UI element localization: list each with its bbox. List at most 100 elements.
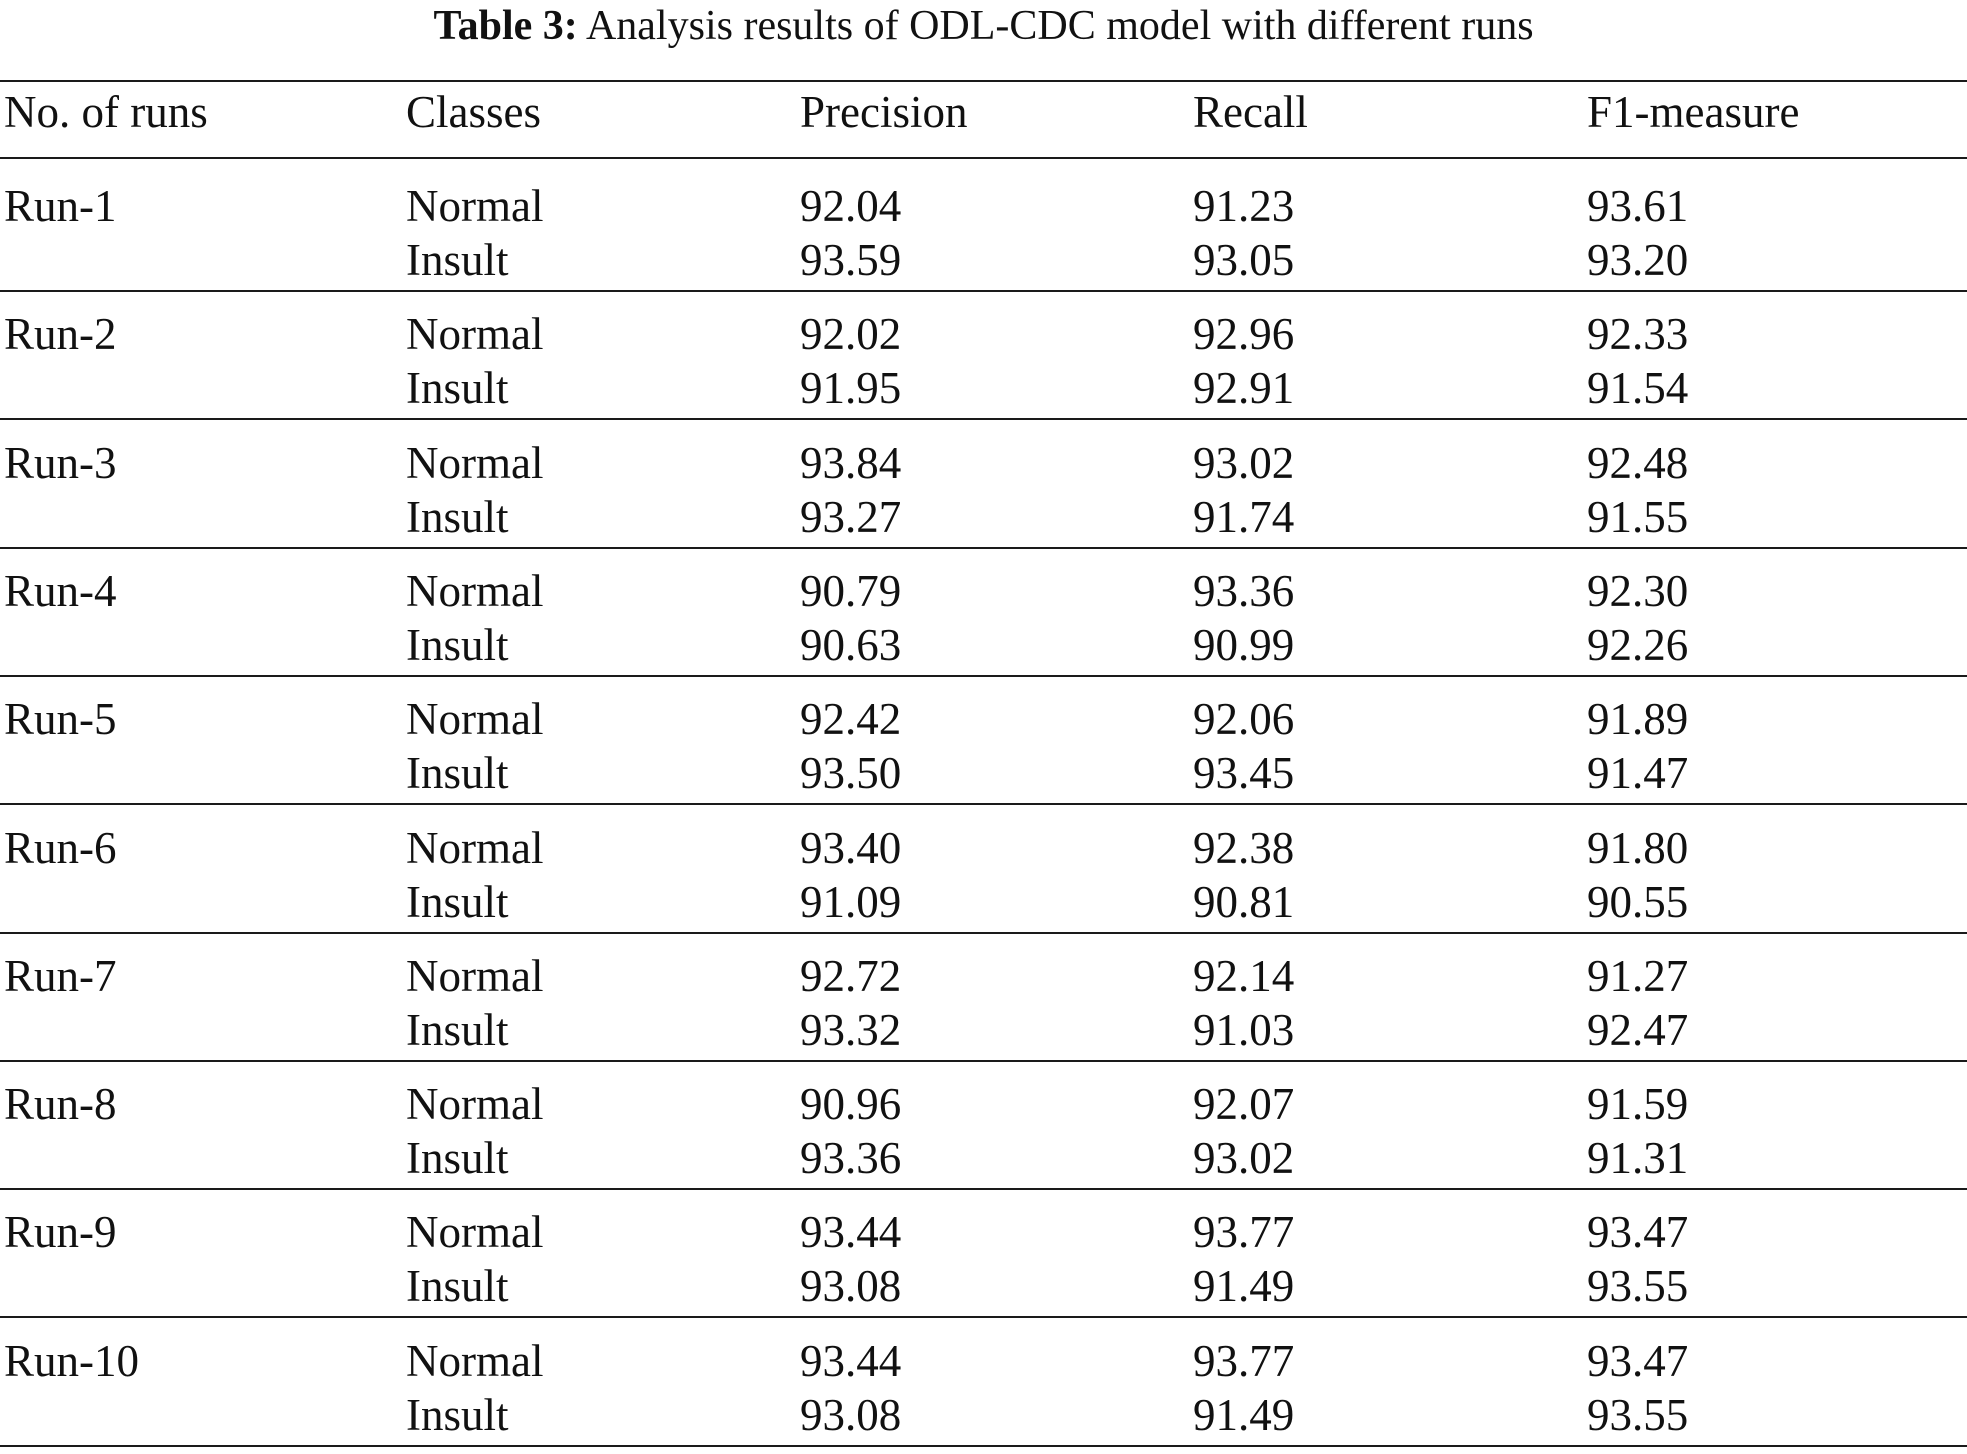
run-label: Run-5 (4, 694, 117, 745)
f1-cell: 92.47 (1587, 1004, 1689, 1055)
recall-cell: 93.77 (1193, 1335, 1295, 1386)
recall-cell: 90.81 (1193, 876, 1295, 927)
table-caption-label: Table 3: (433, 3, 578, 49)
recall-cell: 91.23 (1193, 181, 1295, 231)
f1-cell: 93.20 (1587, 235, 1689, 285)
precision-cell: 91.09 (800, 876, 902, 927)
f1-cell: 91.47 (1587, 748, 1689, 799)
precision-cell: 92.04 (800, 181, 902, 231)
run-label: Run-3 (4, 437, 117, 488)
run-label: Run-6 (4, 822, 117, 873)
precision-cell: 92.72 (800, 950, 902, 1001)
f1-cell: 91.80 (1587, 822, 1689, 873)
header-f1-measure: F1-measure (1587, 87, 1800, 137)
f1-cell: 92.30 (1587, 565, 1689, 616)
recall-cell: 92.96 (1193, 309, 1295, 360)
recall-cell: 93.77 (1193, 1207, 1295, 1258)
precision-cell: 93.50 (800, 748, 902, 799)
table-row: Run-7 Normal 92.72 92.14 91.27 (0, 949, 1967, 1003)
class-cell: Insult (406, 619, 509, 670)
recall-cell: 93.36 (1193, 565, 1295, 616)
class-cell: Normal (406, 181, 544, 231)
f1-cell: 93.47 (1587, 1335, 1689, 1386)
table-row: Insult 93.36 93.02 91.31 (0, 1131, 1967, 1185)
f1-cell: 91.27 (1587, 950, 1689, 1001)
group-rule (0, 1059, 1967, 1062)
table-row: Run-4 Normal 90.79 93.36 92.30 (0, 564, 1967, 618)
table-row: Insult 93.50 93.45 91.47 (0, 746, 1967, 800)
run-label: Run-10 (4, 1335, 139, 1386)
table-row: Run-6 Normal 93.40 92.38 91.80 (0, 821, 1967, 875)
f1-cell: 91.59 (1587, 1079, 1689, 1130)
precision-cell: 93.84 (800, 437, 902, 488)
class-cell: Insult (406, 748, 509, 799)
run-label: Run-8 (4, 1079, 117, 1130)
header-rule (0, 157, 1967, 159)
precision-cell: 93.40 (800, 822, 902, 873)
precision-cell: 93.32 (800, 1004, 902, 1055)
group-rule (0, 803, 1967, 806)
recall-cell: 90.99 (1193, 619, 1295, 670)
recall-cell: 93.02 (1193, 1133, 1295, 1184)
class-cell: Normal (406, 309, 544, 360)
class-cell: Insult (406, 235, 509, 285)
header-classes: Classes (406, 87, 541, 137)
f1-cell: 93.47 (1587, 1207, 1689, 1258)
recall-cell: 92.38 (1193, 822, 1295, 873)
table-row: Insult 90.63 90.99 92.26 (0, 618, 1967, 672)
header-recall: Recall (1193, 87, 1308, 137)
precision-cell: 92.02 (800, 309, 902, 360)
class-cell: Insult (406, 1261, 509, 1312)
table-row: Insult 91.95 92.91 91.54 (0, 361, 1967, 415)
f1-cell: 92.33 (1587, 309, 1689, 360)
f1-cell: 92.48 (1587, 437, 1689, 488)
f1-cell: 91.54 (1587, 363, 1689, 414)
recall-cell: 91.74 (1193, 491, 1295, 542)
table-row: Run-9 Normal 93.44 93.77 93.47 (0, 1205, 1967, 1259)
class-cell: Insult (406, 491, 509, 542)
header-precision: Precision (800, 87, 968, 137)
recall-cell: 93.45 (1193, 748, 1295, 799)
group-rule (0, 1444, 1967, 1447)
run-label: Run-1 (4, 181, 117, 231)
class-cell: Insult (406, 876, 509, 927)
group-rule (0, 1188, 1967, 1191)
table-row: Run-10 Normal 93.44 93.77 93.47 (0, 1334, 1967, 1388)
recall-cell: 92.91 (1193, 363, 1295, 414)
run-label: Run-7 (4, 950, 117, 1001)
class-cell: Normal (406, 1079, 544, 1130)
table-row: Run-2 Normal 92.02 92.96 92.33 (0, 307, 1967, 361)
group-rule (0, 1316, 1967, 1319)
run-label: Run-4 (4, 565, 117, 616)
run-label: Run-9 (4, 1207, 117, 1258)
class-cell: Insult (406, 1133, 509, 1184)
class-cell: Normal (406, 1207, 544, 1258)
group-rule (0, 290, 1967, 292)
table-row: Insult 93.59 93.05 93.20 (0, 233, 1967, 287)
precision-cell: 93.44 (800, 1335, 902, 1386)
class-cell: Insult (406, 1389, 509, 1440)
table-row: Insult 91.09 90.81 90.55 (0, 875, 1967, 929)
precision-cell: 93.44 (800, 1207, 902, 1258)
f1-cell: 91.55 (1587, 491, 1689, 542)
precision-cell: 90.63 (800, 619, 902, 670)
recall-cell: 93.05 (1193, 235, 1295, 285)
table-row: Insult 93.08 91.49 93.55 (0, 1259, 1967, 1313)
precision-cell: 93.59 (800, 235, 902, 285)
f1-cell: 92.26 (1587, 619, 1689, 670)
table-row: Insult 93.08 91.49 93.55 (0, 1388, 1967, 1442)
recall-cell: 93.02 (1193, 437, 1295, 488)
class-cell: Normal (406, 694, 544, 745)
recall-cell: 91.49 (1193, 1389, 1295, 1440)
recall-cell: 91.49 (1193, 1261, 1295, 1312)
table-row: Run-8 Normal 90.96 92.07 91.59 (0, 1077, 1967, 1131)
precision-cell: 90.96 (800, 1079, 902, 1130)
precision-cell: 93.27 (800, 491, 902, 542)
run-label: Run-2 (4, 309, 117, 360)
table-row: Insult 93.27 91.74 91.55 (0, 490, 1967, 544)
class-cell: Normal (406, 950, 544, 1001)
f1-cell: 91.31 (1587, 1133, 1689, 1184)
f1-cell: 93.55 (1587, 1389, 1689, 1440)
group-rule (0, 674, 1967, 677)
precision-cell: 92.42 (800, 694, 902, 745)
